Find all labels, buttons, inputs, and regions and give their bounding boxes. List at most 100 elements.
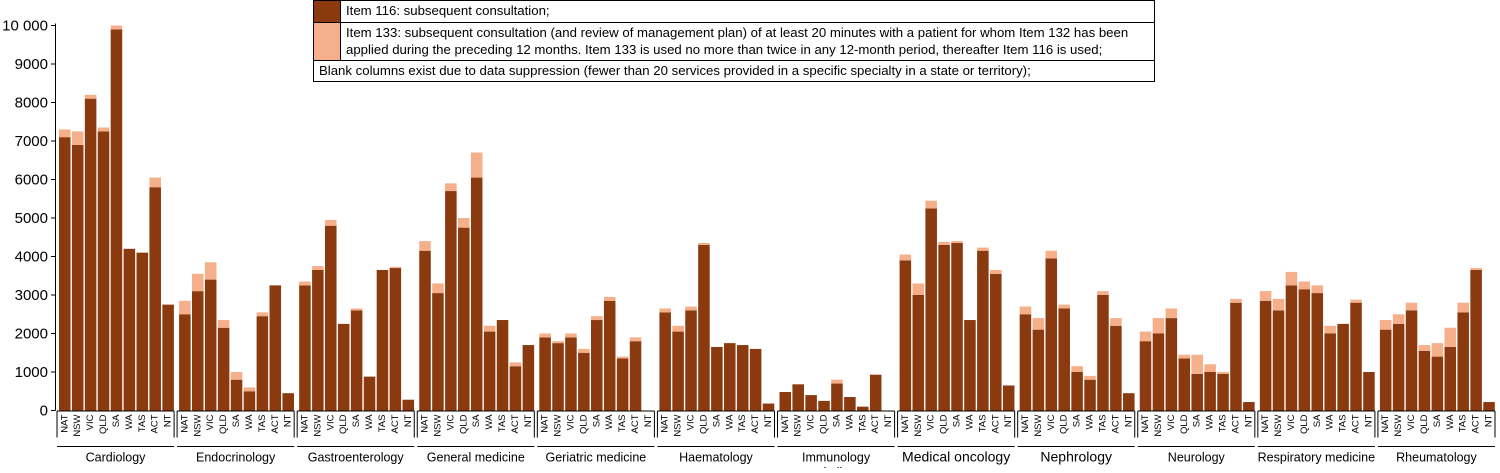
bar-item116 [1470,269,1482,411]
x-tick-label-sa: SA [1192,414,1203,427]
legend: Item 116: subsequent consultation; Item … [313,0,1155,82]
bar-item116 [1285,285,1298,411]
bar-item133 [552,341,564,344]
x-tick-label-nsw: NSW [553,414,564,436]
x-tick-label-nsw: NSW [192,414,203,436]
legend-label-item116: Item 116: subsequent consultation; [346,3,550,18]
x-tick-label-wa: WA [1445,414,1456,430]
bar-item116 [149,187,161,411]
bar-item116 [724,343,736,411]
x-tick-label-wa: WA [964,414,975,430]
group-label: Cardiology [86,451,147,465]
x-tick-label-act: ACT [1471,414,1482,433]
x-tick-label-qld: QLD [698,414,709,434]
bar-item133 [110,25,123,30]
legend-note: Blank columns exist due to data suppress… [319,63,1031,78]
x-tick-label-tas: TAS [1097,415,1108,433]
bar-item116 [1363,372,1375,411]
bar-item133 [1457,302,1469,313]
bar-item133 [312,266,324,270]
x-tick-label-nat: NAT [780,414,791,432]
legend-swatch-item133 [314,23,341,60]
bar-item116 [337,323,350,411]
bar-item116 [192,291,204,411]
bar-item116 [869,374,882,411]
bar-item133 [1071,366,1083,372]
bar-item133 [84,94,97,99]
bar-item116 [256,316,269,411]
x-tick-label-vic: VIC [565,414,576,430]
bar-item133 [1392,314,1405,324]
bar-item116 [792,384,804,411]
x-tick-label-wa: WA [724,414,735,430]
x-tick-label-qld: QLD [1059,414,1070,434]
x-tick-label-nat: NAT [179,414,190,432]
y-tick-label-7000: 7000 [15,133,48,150]
bar-item116 [698,244,710,411]
bar-item116 [376,269,389,411]
bar-item133 [432,283,444,294]
bar-item116 [1097,295,1109,411]
x-tick-label-qld: QLD [939,414,950,434]
bar-item116 [1058,308,1070,411]
bar-item116 [243,391,256,411]
x-tick-label-nsw: NSW [793,414,804,436]
bar-item133 [1178,354,1191,359]
bar-item116 [1405,310,1418,411]
x-tick-label-nt: NT [1363,414,1374,427]
bar-item116 [389,268,402,411]
x-tick-label-tas: TAS [1458,415,1469,433]
y-tick-label-10000: 10 000 [2,18,48,35]
bar-item116 [496,320,509,411]
bar-item116 [1204,372,1216,411]
bar-item133 [925,200,937,209]
bar-item116 [230,379,243,411]
x-tick-label-qld: QLD [1419,414,1430,434]
bar-item133 [1084,375,1096,380]
x-tick-label-act: ACT [390,414,401,433]
bar-item116 [445,191,457,411]
bar-item116 [603,300,616,411]
y-tick-label-4000: 4000 [15,249,48,266]
bar-item116 [1243,402,1255,411]
x-tick-label-nsw: NSW [913,414,924,436]
bar-item116 [269,285,282,411]
group-label: Neurology [1168,451,1226,465]
x-tick-label-wa: WA [364,414,375,430]
group-label: Haematology [679,451,753,465]
bar-item133 [659,308,671,313]
bar-item116 [1084,379,1096,411]
bar-item133 [204,262,217,280]
x-tick-label-sa: SA [231,414,242,427]
bar-item133 [243,387,256,392]
x-tick-label-wa: WA [604,414,615,430]
bar-item133 [578,348,590,353]
x-tick-label-qld: QLD [458,414,469,434]
bar-item116 [565,337,577,411]
bar-item133 [97,127,110,132]
x-tick-label-act: ACT [150,414,161,433]
bar-item116 [204,279,217,411]
bar-item133 [1431,343,1444,357]
x-tick-label-vic: VIC [1406,414,1417,430]
bar-item116 [522,345,535,411]
bar-item133 [629,337,642,342]
bar-item133 [256,312,269,317]
bar-item133 [179,300,191,315]
x-tick-label-tas: TAS [857,415,868,433]
bar-item116 [1298,289,1311,411]
bar-item133 [445,183,457,192]
x-tick-label-sa: SA [711,414,722,427]
x-tick-label-nat: NAT [1140,414,1151,432]
bar-item133 [1058,304,1070,309]
x-tick-label-nt: NT [403,414,414,427]
bar-item133 [1350,299,1362,303]
x-tick-label-act: ACT [990,414,1001,433]
bar-item116 [1379,329,1392,411]
bar-item116 [818,400,830,411]
bar-item116 [1483,402,1495,411]
bar-item133 [990,269,1002,274]
y-tick-label-5000: 5000 [15,210,48,227]
